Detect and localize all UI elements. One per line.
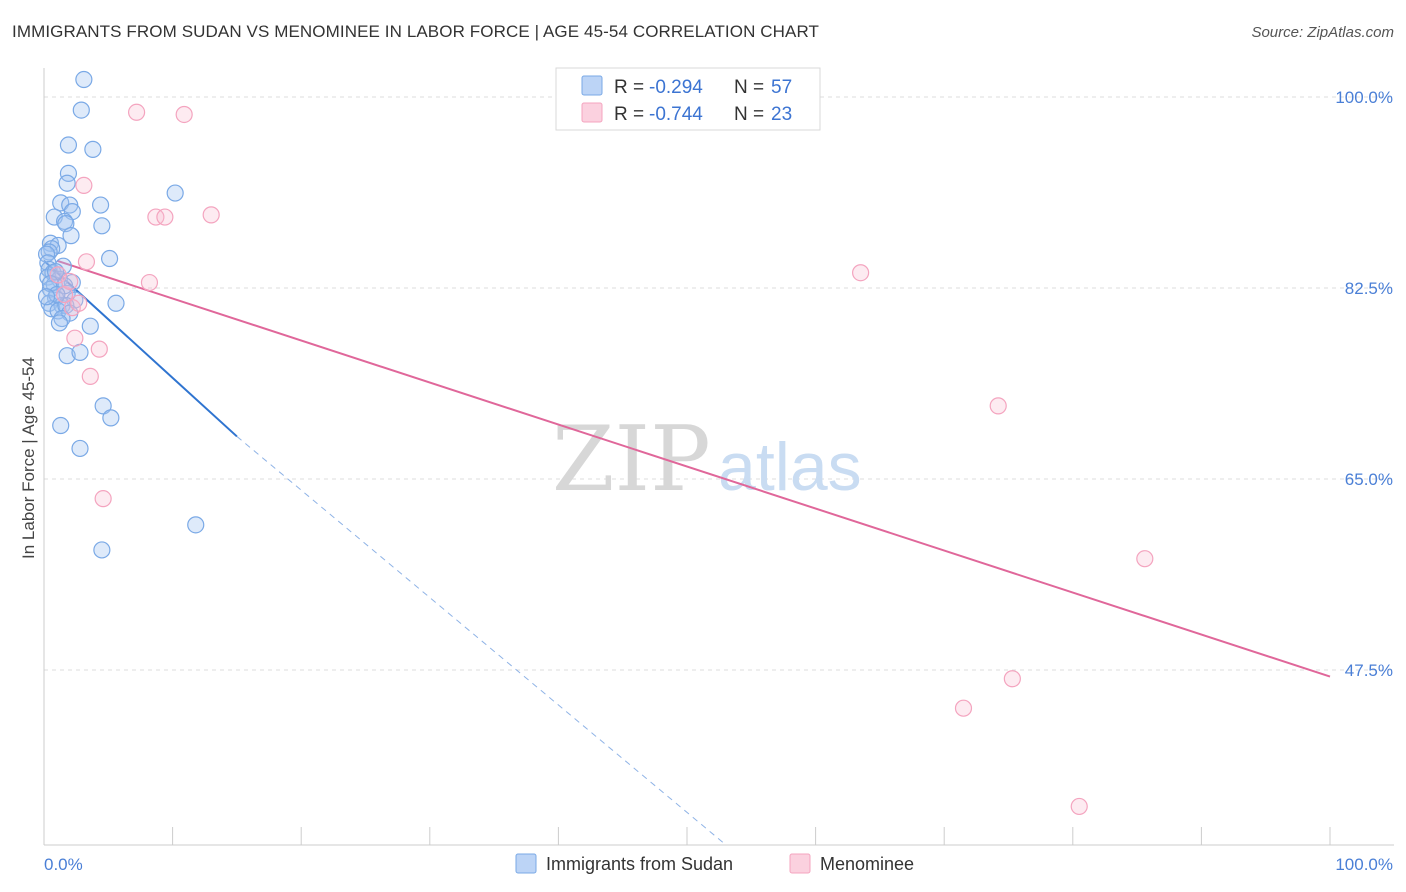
menominee-point-18	[954, 699, 973, 717]
sudan-point-3	[84, 140, 102, 158]
sudan-point-5	[58, 174, 76, 192]
sudan-point-45	[71, 343, 89, 361]
legend-swatch-sudan	[581, 75, 603, 96]
legend-n-value-sudan: 57	[771, 77, 792, 98]
sudan-trend-extension	[236, 436, 726, 846]
menominee-point-15	[94, 490, 112, 508]
watermark-atlas: atlas	[718, 429, 862, 505]
legend: R = -0.294 N = 57 R = -0.744 N = 23	[555, 67, 821, 131]
y-axis-label: In Labor Force | Age 45-54	[19, 357, 38, 559]
menominee-point-1	[175, 105, 193, 124]
source-label: Source: ZipAtlas.com	[1251, 24, 1394, 41]
bottom-legend-swatch-menominee	[789, 853, 811, 874]
menominee-point-4	[156, 208, 174, 226]
legend-n-label-sudan: N =	[734, 77, 764, 98]
sudan-point-1	[72, 101, 90, 119]
menominee-point-13	[81, 367, 99, 386]
bottom-legend: Immigrants from Sudan Menominee	[515, 853, 914, 874]
bottom-legend-label-sudan: Immigrants from Sudan	[546, 854, 733, 874]
menominee-point-17	[1003, 670, 1021, 688]
legend-n-value-menominee: 23	[771, 104, 792, 125]
bottom-legend-swatch-sudan	[515, 853, 537, 874]
sudan-point-46	[94, 397, 112, 415]
sudan-point-6	[166, 184, 184, 202]
menominee-point-7	[140, 273, 159, 292]
sudan-point-56	[37, 288, 56, 306]
menominee-point-19	[1070, 797, 1088, 816]
menominee-point-14	[989, 397, 1007, 415]
sudan-point-51	[93, 541, 111, 559]
sudan-point-47	[102, 409, 120, 427]
legend-n-label-menominee: N =	[734, 104, 764, 125]
chart-title: IMMIGRANTS FROM SUDAN VS MENOMINEE IN LA…	[12, 22, 820, 41]
axes	[43, 68, 1394, 846]
menominee-point-2	[75, 176, 93, 195]
sudan-point-13	[93, 217, 111, 235]
bottom-legend-label-menominee: Menominee	[820, 854, 914, 874]
menominee-point-11	[66, 329, 84, 347]
legend-r-value-menominee: -0.744	[649, 104, 703, 125]
menominee-point-20	[55, 285, 74, 304]
x-tick-labels: 0.0% 100.0%	[44, 855, 1393, 874]
menominee-point-3	[147, 208, 165, 226]
legend-r-value-sudan: -0.294	[649, 77, 703, 98]
sudan-point-8	[91, 196, 110, 214]
watermark-zip: ZIP	[552, 407, 711, 512]
sudan-point-43	[81, 317, 99, 335]
y-tick-label-1: 82.5%	[1345, 279, 1393, 298]
sudan-point-0	[75, 70, 93, 89]
sudan-point-25	[100, 249, 119, 268]
trend-lines	[43, 259, 1331, 846]
y-tick-label-2: 65.0%	[1345, 470, 1393, 489]
sudan-point-44	[58, 347, 76, 365]
sudan-point-49	[71, 439, 89, 458]
watermark: ZIP atlas	[552, 407, 862, 512]
menominee-point-6	[77, 253, 96, 271]
sudan-point-50	[187, 516, 205, 534]
x-tick-label-1: 100.0%	[1335, 855, 1393, 874]
y-tick-labels: 100.0% 82.5% 65.0% 47.5%	[1335, 88, 1393, 680]
grid-lines	[44, 96, 1394, 671]
sudan-point-15	[62, 227, 80, 245]
menominee-point-12	[90, 340, 108, 358]
sudan-point-42	[50, 314, 69, 332]
menominee-point-5	[202, 206, 220, 224]
y-tick-label-3: 47.5%	[1345, 661, 1393, 680]
menominee-trend-line	[56, 259, 1331, 678]
menominee-point-16	[1136, 550, 1154, 568]
x-tick-label-0: 0.0%	[44, 855, 83, 874]
menominee-point-8	[852, 264, 870, 282]
y-tick-label-0: 100.0%	[1335, 88, 1393, 107]
menominee-point-0	[127, 103, 146, 121]
data-points	[37, 70, 1154, 816]
legend-swatch-menominee	[581, 102, 603, 123]
legend-r-label-menominee: R =	[614, 104, 644, 125]
sudan-point-48	[52, 416, 70, 435]
menominee-point-21	[70, 294, 88, 312]
sudan-point-38	[107, 294, 125, 312]
menominee-point-22	[61, 272, 79, 291]
legend-r-label-sudan: R =	[614, 77, 644, 98]
sudan-point-2	[59, 136, 78, 154]
